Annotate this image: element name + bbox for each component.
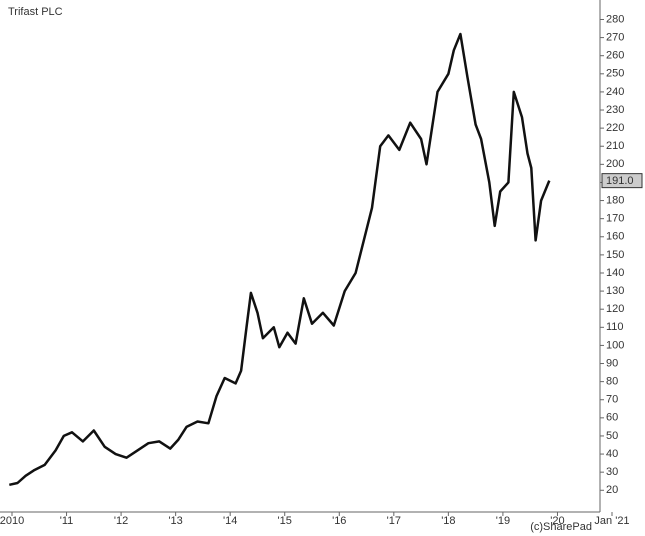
x-tick-label: '11 <box>60 515 74 527</box>
y-tick-label: 20 <box>606 484 618 496</box>
y-tick-label: 70 <box>606 394 618 406</box>
y-tick-label: 180 <box>606 194 624 206</box>
x-tick-label: '16 <box>332 515 346 527</box>
y-tick-label: 250 <box>606 68 624 80</box>
price-line <box>9 32 551 487</box>
x-tick-label: '17 <box>387 515 401 527</box>
x-tick-label: '14 <box>223 515 237 527</box>
y-tick-label: 40 <box>606 448 618 460</box>
y-tick-label: 220 <box>606 122 624 134</box>
y-tick-label: 260 <box>606 50 624 62</box>
x-tick-label: '18 <box>441 515 455 527</box>
y-tick-label: 200 <box>606 158 624 170</box>
y-tick-label: 30 <box>606 466 618 478</box>
y-tick-label: 140 <box>606 267 624 279</box>
credit: (c)SharePad <box>530 521 592 533</box>
x-tick-label: '20 <box>550 515 564 527</box>
last-price-label: 191.0 <box>606 175 634 187</box>
y-tick-label: 270 <box>606 31 624 43</box>
last-price-box <box>601 173 643 189</box>
x-tick-label: '19 <box>496 515 510 527</box>
y-tick-label: 240 <box>606 86 624 98</box>
y-tick-label: 50 <box>606 430 618 442</box>
y-tick-label: 90 <box>606 357 618 369</box>
x-tick-label: '15 <box>278 515 292 527</box>
y-tick-label: 100 <box>606 339 624 351</box>
y-tick-label: 150 <box>606 249 624 261</box>
y-tick-label: 280 <box>606 13 624 25</box>
x-tick-label: Jan '21 <box>594 515 629 527</box>
y-tick-label: 110 <box>606 321 624 333</box>
x-tick-label: 2010 <box>0 515 24 527</box>
x-tick-label: '12 <box>114 515 128 527</box>
y-tick-label: 130 <box>606 285 624 297</box>
y-tick-label: 170 <box>606 213 624 225</box>
y-tick-label: 210 <box>606 140 624 152</box>
y-tick-label: 80 <box>606 376 618 388</box>
y-tick-label: 230 <box>606 104 624 116</box>
chart-title: Trifast PLC <box>8 6 63 18</box>
x-tick-label: '13 <box>168 515 182 527</box>
y-tick-label: 60 <box>606 412 618 424</box>
y-tick-label: 120 <box>606 303 624 315</box>
y-tick-label: 160 <box>606 231 624 243</box>
